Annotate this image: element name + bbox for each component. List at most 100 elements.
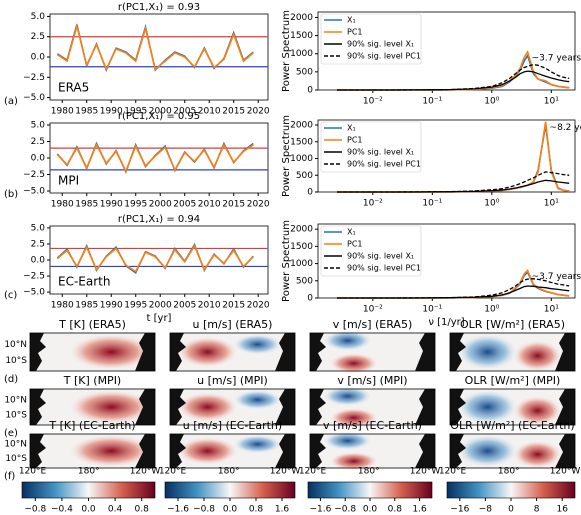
colorbar: [164, 481, 296, 499]
map-title: T [K] (MPI): [63, 374, 121, 387]
y-tick-label: 1500: [290, 31, 313, 41]
map-x-tick-label: 120°E: [439, 467, 467, 477]
coastline: [450, 333, 466, 371]
map-title: u [m/s] (ERA5): [193, 318, 273, 331]
coastline: [30, 434, 46, 468]
map-field: [322, 386, 373, 407]
y-axis-label: Power Spectrum: [281, 10, 292, 92]
legend-box: [320, 13, 422, 65]
y-tick-label: −2.5: [23, 170, 45, 180]
map-x-tick-label: 180°: [78, 467, 100, 477]
colorbar-tick-label: 0.0: [363, 505, 378, 515]
legend-label: 90% sig. level X₁: [347, 148, 414, 157]
map-x-tick-label: 120°E: [159, 467, 187, 477]
x-tick-label: 10⁰: [484, 97, 499, 107]
map-field: [456, 333, 519, 371]
coastline: [170, 434, 186, 468]
map-title: u [m/s] (EC-Earth): [183, 419, 282, 432]
y-axis-label: Power Spectrum: [281, 115, 292, 197]
y-tick-label: −5.0: [23, 187, 45, 197]
map-field: [176, 436, 239, 466]
y-tick-label: 500: [296, 171, 313, 181]
coastline: [310, 333, 326, 371]
map-x-tick-label: 120°W: [270, 467, 301, 477]
map-frame: [169, 332, 296, 372]
map-x-tick-label: 120°W: [410, 467, 441, 477]
map-title: v [m/s] (ERA5): [333, 318, 413, 331]
map-field: [328, 352, 379, 375]
map-field: [322, 431, 373, 451]
y-tick-label: 1500: [290, 137, 313, 147]
colorbar-tick-label: 0.8: [249, 505, 264, 515]
y-tick-label: 0: [307, 294, 313, 304]
coastline: [135, 389, 155, 425]
map-field: [322, 329, 373, 352]
map-title: T [K] (EC-Earth): [48, 419, 135, 432]
x-tick-label: 10¹: [544, 199, 559, 209]
coastline: [135, 333, 155, 371]
x-tick-label: 10⁻¹: [422, 97, 442, 107]
x-tick-label: 10⁻²: [363, 97, 383, 107]
x-tick-label: 2000: [149, 200, 172, 210]
map-x-tick-label: 120°W: [130, 467, 161, 477]
map-title: OLR [W/m²] (EC-Earth): [450, 419, 574, 432]
map-field: [232, 434, 283, 454]
series-line: [337, 70, 570, 91]
map-title: OLR [W/m²] (ERA5): [460, 318, 565, 331]
colorbar-tick-label: −0.8: [334, 505, 356, 515]
x-tick-label: 10⁰: [484, 199, 499, 209]
colorbar-tick-label: 16: [556, 505, 568, 515]
colorbar-tick-label: 0: [508, 505, 514, 515]
coastline: [310, 389, 326, 425]
x-tick-label: 1990: [100, 301, 123, 311]
x-tick-label: 1985: [75, 200, 98, 210]
x-tick-label: 1995: [124, 200, 147, 210]
coastline: [30, 333, 46, 371]
y-tick-label: 500: [296, 276, 313, 286]
colorbar-tick-label: −1.6: [309, 505, 331, 515]
panel-label: (c): [4, 290, 17, 301]
map-field: [67, 389, 155, 425]
annotation: ~8.2 years: [550, 123, 581, 133]
map-frame: [309, 388, 436, 426]
annotation: ~3.7 years: [532, 272, 581, 282]
map-y-tick-label: 10°S: [5, 410, 27, 420]
map-field: [67, 434, 155, 468]
x-tick-label: 1985: [75, 107, 98, 117]
x-tick-label: 10⁰: [484, 305, 499, 315]
colorbar-tick-label: −0.4: [51, 505, 73, 515]
x-tick-label: 2010: [198, 301, 221, 311]
x-tick-label: 2015: [222, 200, 245, 210]
x-tick-label: 1980: [51, 301, 74, 311]
colorbar-tick-label: −8: [479, 505, 493, 515]
legend-label: X₁: [347, 228, 356, 237]
coastline: [170, 333, 186, 371]
legend-label: 90% sig. level X₁: [347, 40, 414, 49]
x-tick-label: 2000: [149, 301, 172, 311]
map-x-tick-label: 180°: [498, 467, 520, 477]
coastline: [275, 434, 295, 468]
map-title: OLR [W/m²] (MPI): [465, 374, 561, 387]
colorbar-tick-label: 0.4: [108, 505, 123, 515]
y-tick-label: 1500: [290, 242, 313, 252]
x-tick-label: 1990: [100, 107, 123, 117]
y-tick-label: 0: [307, 188, 313, 198]
map-field: [456, 434, 519, 468]
x-tick-label: 1995: [124, 107, 147, 117]
legend-label: PC1: [347, 240, 363, 249]
map-y-tick-label: 10°N: [4, 440, 27, 450]
map-y-tick-label: 10°S: [5, 356, 27, 366]
map-y-tick-label: 10°S: [5, 454, 27, 464]
x-tick-label: 1980: [51, 200, 74, 210]
map-y-tick-label: 10°N: [4, 340, 27, 350]
x-axis-label: ν [1/yr]: [428, 317, 464, 328]
map-title: v [m/s] (MPI): [337, 374, 407, 387]
y-tick-label: 0.0: [31, 53, 46, 63]
annotation: MPI: [58, 174, 79, 188]
x-tick-label: 10¹: [544, 97, 559, 107]
series-line: [337, 285, 570, 299]
map-frame: [449, 433, 576, 469]
x-tick-label: 10⁻¹: [422, 199, 442, 209]
map-x-tick-label: 180°: [358, 467, 380, 477]
